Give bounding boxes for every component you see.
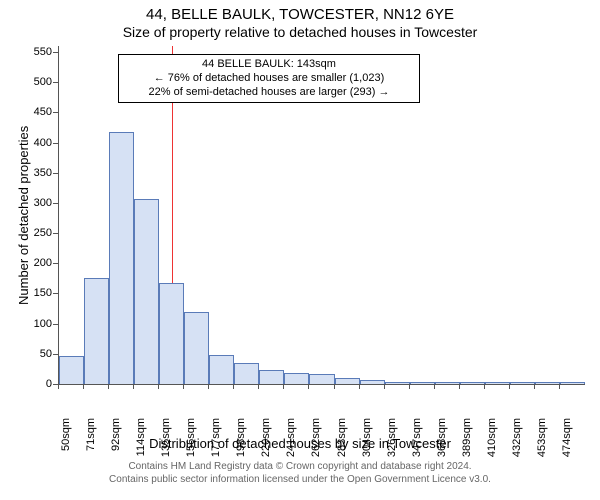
x-tick-label: 241sqm xyxy=(285,418,297,464)
x-tick-label: 432sqm xyxy=(511,418,523,464)
x-tick-mark xyxy=(58,384,59,389)
x-tick-mark xyxy=(384,384,385,389)
chart-root: 44, BELLE BAULK, TOWCESTER, NN12 6YE Siz… xyxy=(0,0,600,500)
annotation-line-2: ← 76% of detached houses are smaller (1,… xyxy=(125,72,413,86)
x-tick-label: 114sqm xyxy=(135,418,147,464)
x-tick-label: 453sqm xyxy=(536,418,548,464)
annotation-line-1: 44 BELLE BAULK: 143sqm xyxy=(125,58,413,72)
histogram-bar xyxy=(184,312,209,384)
chart-title: 44, BELLE BAULK, TOWCESTER, NN12 6YE xyxy=(0,6,600,23)
x-tick-label: 283sqm xyxy=(336,418,348,464)
x-tick-mark xyxy=(233,384,234,389)
y-tick-mark xyxy=(53,203,58,204)
histogram-bar xyxy=(485,382,510,384)
x-tick-label: 347sqm xyxy=(411,418,423,464)
x-tick-label: 177sqm xyxy=(210,418,222,464)
x-tick-label: 92sqm xyxy=(110,418,122,464)
y-axis-label: Number of detached properties xyxy=(16,126,31,305)
x-tick-mark xyxy=(158,384,159,389)
histogram-bar xyxy=(84,278,109,384)
y-tick-label: 500 xyxy=(24,76,52,88)
y-tick-mark xyxy=(53,82,58,83)
histogram-bar xyxy=(234,363,259,384)
y-tick-label: 150 xyxy=(24,287,52,299)
histogram-bar xyxy=(560,382,585,384)
x-tick-mark xyxy=(409,384,410,389)
x-tick-mark xyxy=(484,384,485,389)
y-tick-label: 350 xyxy=(24,167,52,179)
x-tick-mark xyxy=(534,384,535,389)
histogram-bar xyxy=(209,355,234,384)
x-tick-label: 262sqm xyxy=(310,418,322,464)
x-tick-mark xyxy=(283,384,284,389)
x-tick-mark xyxy=(183,384,184,389)
y-tick-label: 50 xyxy=(24,348,52,360)
chart-subtitle: Size of property relative to detached ho… xyxy=(0,24,600,40)
y-tick-label: 250 xyxy=(24,227,52,239)
x-tick-mark xyxy=(133,384,134,389)
x-tick-label: 198sqm xyxy=(235,418,247,464)
x-tick-label: 410sqm xyxy=(486,418,498,464)
histogram-bar xyxy=(309,374,334,384)
attribution-line-2: Contains public sector information licen… xyxy=(0,473,600,486)
histogram-bar xyxy=(159,283,184,384)
y-tick-mark xyxy=(53,52,58,53)
y-tick-label: 400 xyxy=(24,137,52,149)
x-tick-label: 326sqm xyxy=(386,418,398,464)
x-tick-label: 304sqm xyxy=(361,418,373,464)
histogram-bar xyxy=(535,382,560,384)
x-tick-label: 368sqm xyxy=(436,418,448,464)
histogram-bar xyxy=(134,199,159,384)
histogram-bar xyxy=(410,382,435,384)
x-tick-mark xyxy=(459,384,460,389)
histogram-bar xyxy=(385,382,410,384)
y-tick-label: 550 xyxy=(24,46,52,58)
y-tick-mark xyxy=(53,173,58,174)
histogram-bar xyxy=(435,382,460,384)
histogram-bar xyxy=(460,382,485,384)
y-tick-mark xyxy=(53,112,58,113)
x-tick-label: 389sqm xyxy=(461,418,473,464)
x-tick-mark xyxy=(308,384,309,389)
x-tick-label: 135sqm xyxy=(160,418,172,464)
x-tick-mark xyxy=(509,384,510,389)
annotation-line-3: 22% of semi-detached houses are larger (… xyxy=(125,86,413,100)
y-tick-mark xyxy=(53,324,58,325)
y-tick-mark xyxy=(53,293,58,294)
histogram-bar xyxy=(284,373,309,384)
histogram-bar xyxy=(109,132,134,384)
x-tick-mark xyxy=(434,384,435,389)
y-tick-label: 200 xyxy=(24,257,52,269)
x-tick-mark xyxy=(334,384,335,389)
x-tick-mark xyxy=(108,384,109,389)
y-tick-label: 300 xyxy=(24,197,52,209)
annotation-box: 44 BELLE BAULK: 143sqm ← 76% of detached… xyxy=(118,54,420,103)
x-tick-label: 474sqm xyxy=(561,418,573,464)
y-tick-mark xyxy=(53,143,58,144)
histogram-bar xyxy=(360,380,385,384)
histogram-bar xyxy=(259,370,284,384)
y-tick-label: 450 xyxy=(24,106,52,118)
x-tick-mark xyxy=(258,384,259,389)
y-tick-label: 100 xyxy=(24,318,52,330)
x-tick-mark xyxy=(359,384,360,389)
x-tick-mark xyxy=(208,384,209,389)
x-tick-mark xyxy=(83,384,84,389)
y-tick-mark xyxy=(53,233,58,234)
histogram-bar xyxy=(335,378,360,384)
histogram-bar xyxy=(510,382,535,384)
y-tick-label: 0 xyxy=(24,378,52,390)
x-tick-label: 50sqm xyxy=(60,418,72,464)
x-tick-label: 220sqm xyxy=(260,418,272,464)
x-tick-mark xyxy=(559,384,560,389)
x-tick-label: 156sqm xyxy=(185,418,197,464)
y-tick-mark xyxy=(53,263,58,264)
histogram-bar xyxy=(59,356,84,384)
y-tick-mark xyxy=(53,354,58,355)
x-tick-label: 71sqm xyxy=(85,418,97,464)
